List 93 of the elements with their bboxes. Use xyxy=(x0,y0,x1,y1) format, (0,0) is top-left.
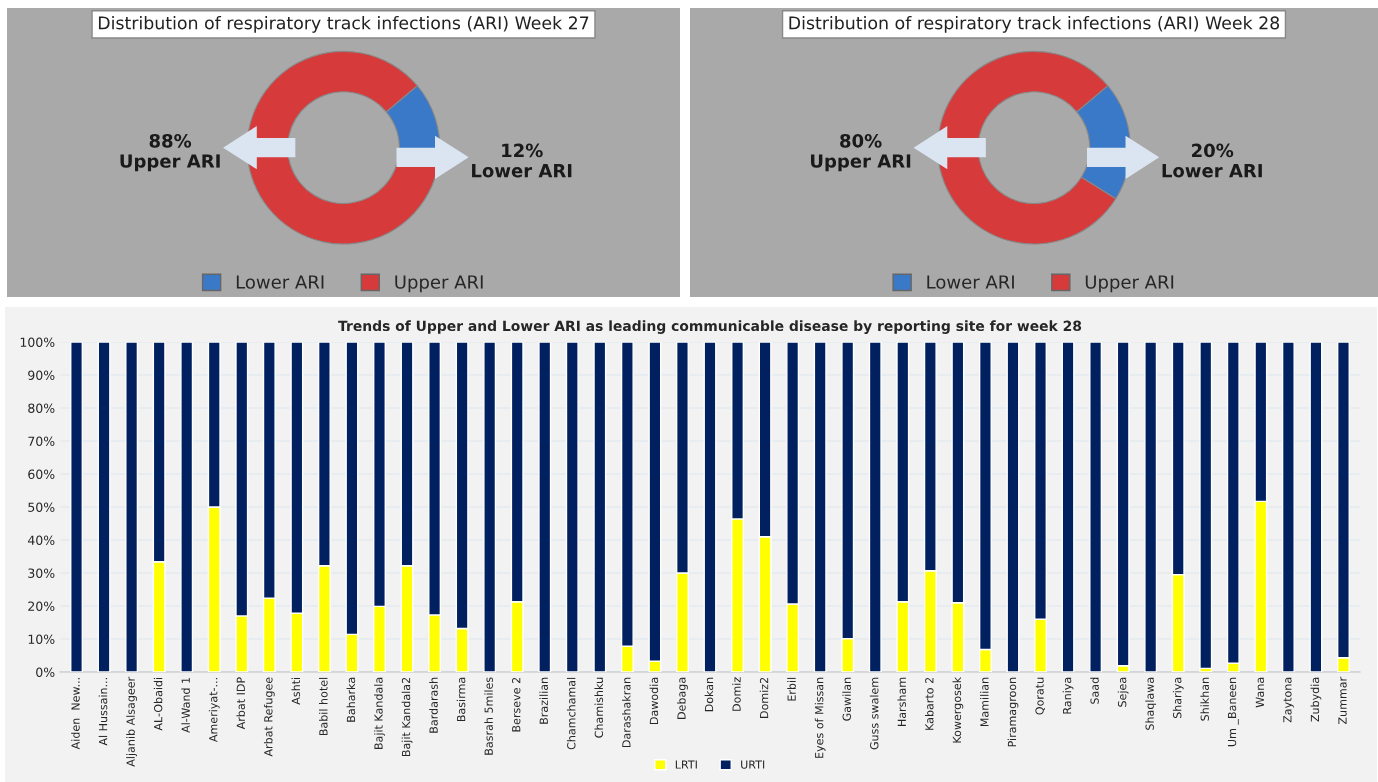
bar xyxy=(868,342,882,672)
x-tick-label: Basirma xyxy=(456,677,466,722)
x-tick-label: Dawodia xyxy=(649,677,659,724)
x-tick-label: Zummar xyxy=(1338,676,1347,725)
x-tick-label: Chamishku xyxy=(594,677,604,738)
x-tick-label: Um _Baneen xyxy=(1227,677,1239,747)
bar xyxy=(703,342,717,672)
slice-label: Lower ARI xyxy=(1162,164,1262,178)
y-tick-label: 30% xyxy=(28,568,55,578)
bar xyxy=(538,342,552,672)
bar xyxy=(593,342,607,672)
y-tick-label: 80% xyxy=(28,403,55,413)
x-tick-label: Wana xyxy=(1255,677,1265,708)
x-tick-label: Kabarto 2 xyxy=(924,677,934,730)
bar xyxy=(565,342,579,672)
x-tick-label: Domiz xyxy=(732,677,741,711)
bar xyxy=(125,342,139,672)
legend-label: Upper ARI xyxy=(1085,275,1174,293)
x-tick-label: Babil hotel xyxy=(319,677,328,736)
x-tick-label: Aljanib Alsageer xyxy=(126,676,137,767)
y-tick-label: 90% xyxy=(28,370,55,380)
legend-label: Upper ARI xyxy=(395,275,483,293)
bar xyxy=(1309,342,1323,672)
chart-title: Distribution of respiratory track infections (ARI) Week 27 xyxy=(98,15,589,33)
x-tick-label: Al Hussain... xyxy=(98,678,108,746)
slice-label: Lower ARI xyxy=(472,164,572,178)
x-tick-label: Saad xyxy=(1090,677,1099,704)
x-tick-label: Ashti xyxy=(291,677,301,705)
data-label: 12% xyxy=(502,143,543,158)
x-tick-label: Aiden New... xyxy=(71,678,80,750)
y-tick-label: 100% xyxy=(20,337,55,347)
x-tick-label: Eyes of Missan xyxy=(814,677,826,758)
x-tick-label: Chamchamal xyxy=(566,677,576,750)
y-tick-label: 40% xyxy=(27,535,55,545)
chart-title: Trends of Upper and Lower ARI as leading communicable disease by reporting site for week 28 xyxy=(338,320,1082,334)
bar xyxy=(1006,342,1020,672)
x-tick-label: Baharka xyxy=(346,677,356,722)
y-tick-label: 60% xyxy=(28,469,55,479)
x-tick-label: Zubydia xyxy=(1310,677,1322,722)
y-tick-label: 0% xyxy=(36,667,55,677)
x-tick-label: Bajit Kandala xyxy=(374,677,385,749)
legend-label: URTI xyxy=(741,760,765,769)
x-tick-label: Shikhan xyxy=(1200,677,1209,721)
bar xyxy=(1281,342,1295,672)
bar xyxy=(1144,342,1158,672)
bar xyxy=(1199,342,1213,670)
slice-label: Upper ARI xyxy=(810,154,911,172)
x-tick-label: Harsham xyxy=(897,677,907,726)
x-tick-label: Domiz2 xyxy=(759,677,769,718)
x-tick-label: Al-Wand 1 xyxy=(181,677,190,733)
data-label: 20% xyxy=(1192,143,1234,158)
x-tick-label: Arbat IDP xyxy=(236,677,245,730)
data-label: 80% xyxy=(840,133,882,148)
bar xyxy=(1061,342,1075,672)
bar xyxy=(813,342,827,672)
y-tick-label: 50% xyxy=(28,502,55,512)
x-tick-label: Ameriyat-... xyxy=(208,678,220,743)
x-tick-label: Guss swalem xyxy=(869,677,879,750)
x-tick-label: AL-Obaidi xyxy=(153,677,163,731)
x-tick-label: Zaytona xyxy=(1283,677,1294,723)
x-tick-label: Piramagroon xyxy=(1007,677,1019,747)
x-tick-label: Shariya xyxy=(1172,677,1184,719)
x-tick-label: Debaga xyxy=(677,677,688,719)
bar xyxy=(483,342,497,672)
x-tick-label: Dokan xyxy=(704,677,714,712)
x-tick-label: Arbat Refugee xyxy=(263,677,275,757)
x-tick-label: Bardarash xyxy=(429,677,438,733)
bar xyxy=(1089,342,1103,672)
y-tick-label: 10% xyxy=(28,634,55,644)
bar xyxy=(180,342,194,672)
x-tick-label: Qoratu xyxy=(1035,677,1046,715)
y-tick-label: 70% xyxy=(28,436,55,446)
chart-title: Distribution of respiratory track infections (ARI) Week 28 xyxy=(789,15,1280,33)
x-tick-label: Sejea xyxy=(1117,677,1129,707)
y-tick-label: 20% xyxy=(28,601,55,611)
legend-label: Lower ARI xyxy=(236,275,324,289)
x-tick-label: Erbil xyxy=(787,677,796,701)
x-tick-label: Darashakran xyxy=(622,677,631,747)
bar xyxy=(70,342,84,672)
x-tick-label: Mamilian xyxy=(980,677,989,727)
x-tick-label: Bajit Kandala2 xyxy=(401,677,413,757)
x-tick-label: Brazilian xyxy=(539,677,548,724)
slice-label: Upper ARI xyxy=(120,154,220,172)
x-tick-label: Berseve 2 xyxy=(512,677,521,732)
x-tick-label: Gawilan xyxy=(842,677,851,721)
x-tick-label: Shaqlawa xyxy=(1145,677,1157,730)
bar xyxy=(97,342,111,672)
data-label: 88% xyxy=(149,133,192,148)
legend-label: LRTI xyxy=(675,760,697,769)
x-tick-label: Kowergosek xyxy=(952,676,964,743)
x-tick-label: Basrah 5miles xyxy=(484,677,493,755)
x-tick-label: Raniya xyxy=(1062,677,1074,714)
legend-label: Lower ARI xyxy=(927,275,1014,289)
